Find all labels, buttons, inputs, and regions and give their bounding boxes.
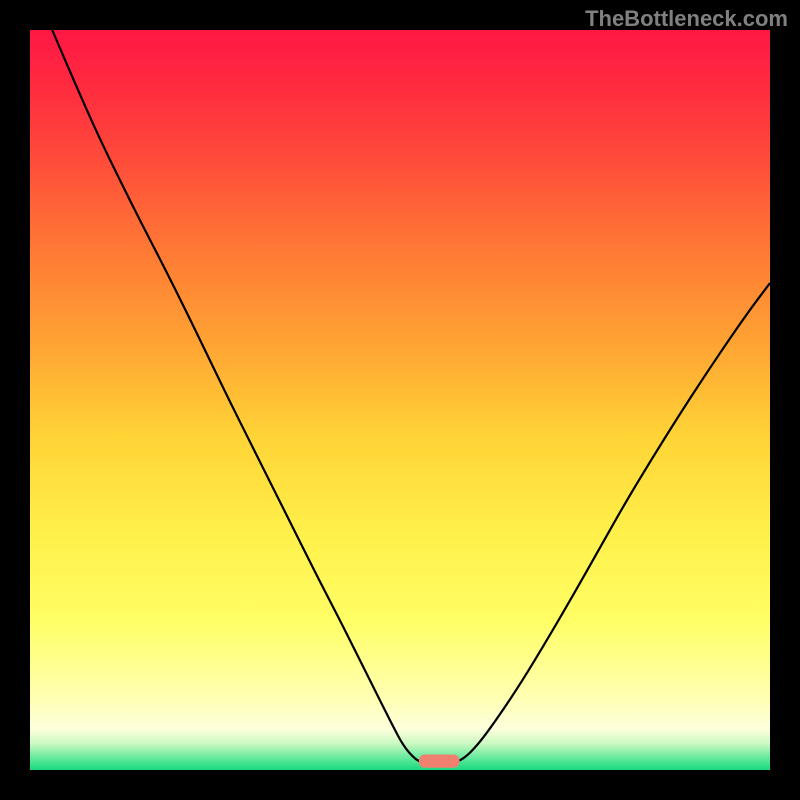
bottleneck-chart (30, 30, 770, 770)
chart-svg (30, 30, 770, 770)
gradient-background (30, 30, 770, 770)
optimal-marker (419, 754, 460, 767)
watermark-text: TheBottleneck.com (585, 6, 788, 32)
